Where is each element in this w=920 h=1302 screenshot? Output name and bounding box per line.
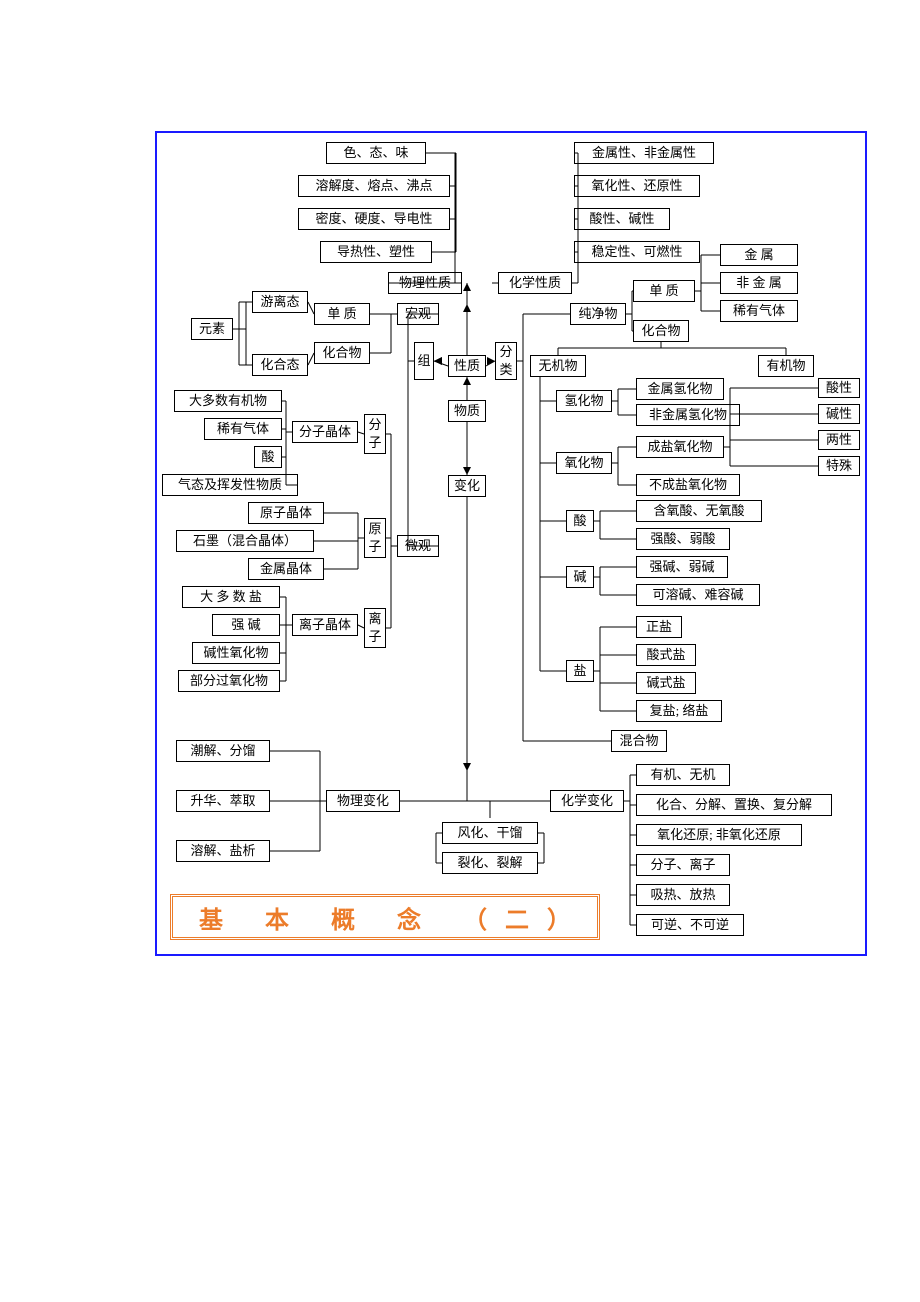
- fenzijt-0: 大多数有机物: [174, 390, 282, 412]
- physprop-head: 物理性质: [388, 272, 462, 294]
- hx-1: 化合、分解、置换、复分解: [636, 794, 832, 816]
- cys-1: 碱性: [818, 404, 860, 424]
- wulibh: 物理变化: [326, 790, 400, 812]
- mid-1: 裂化、裂解: [442, 852, 538, 874]
- yan: 盐: [566, 660, 594, 682]
- lizi: 离子: [364, 608, 386, 648]
- cys-0: 酸性: [818, 378, 860, 398]
- hx-3: 分子、离子: [636, 854, 730, 876]
- mid-0: 风化、干馏: [442, 822, 538, 844]
- fenzijt: 分子晶体: [292, 421, 358, 443]
- huaxuebh: 化学变化: [550, 790, 624, 812]
- suan-1: 强酸、弱酸: [636, 528, 730, 550]
- jian-1: 可溶碱、难容碱: [636, 584, 760, 606]
- danzhi2-1: 非 金 属: [720, 272, 798, 294]
- physprop-2: 密度、硬度、导电性: [298, 208, 450, 230]
- fenzijt-3: 气态及挥发性物质: [162, 474, 298, 496]
- yan-3: 复盐; 络盐: [636, 700, 722, 722]
- qinghuawu: 氢化物: [556, 390, 612, 412]
- suan-0: 含氧酸、无氧酸: [636, 500, 762, 522]
- chemprop-1: 氧化性、还原性: [574, 175, 700, 197]
- chemprop-3: 稳定性、可燃性: [574, 241, 700, 263]
- danzhi2: 单 质: [633, 280, 695, 302]
- lizijt: 离子晶体: [292, 614, 358, 636]
- fenlei: 分类: [495, 342, 517, 380]
- yhw-1: 不成盐氧化物: [636, 474, 740, 496]
- xingzhi: 性质: [448, 355, 486, 377]
- yanghuawu: 氧化物: [556, 452, 612, 474]
- wuli-2: 溶解、盐析: [176, 840, 270, 862]
- physprop-3: 导热性、塑性: [320, 241, 432, 263]
- yan-1: 酸式盐: [636, 644, 696, 666]
- chemprop-head: 化学性质: [498, 272, 572, 294]
- lizijt-3: 部分过氧化物: [178, 670, 280, 692]
- danzhi: 单 质: [314, 303, 370, 325]
- lizijt-0: 大 多 数 盐: [182, 586, 280, 608]
- fenzijt-1: 稀有气体: [204, 418, 282, 440]
- hongguan: 宏观: [397, 303, 439, 325]
- qhw-0: 金属氢化物: [636, 378, 724, 400]
- huahewu2: 化合物: [633, 320, 689, 342]
- cys-2: 两性: [818, 430, 860, 450]
- danzhi2-0: 金 属: [720, 244, 798, 266]
- hx-2: 氧化还原; 非氧化还原: [636, 824, 802, 846]
- wuli-0: 潮解、分馏: [176, 740, 270, 762]
- yhw-0: 成盐氧化物: [636, 436, 724, 458]
- lizijt-2: 碱性氧化物: [192, 642, 280, 664]
- jian-0: 强碱、弱碱: [636, 556, 728, 578]
- bianhua: 变化: [448, 475, 486, 497]
- wuji: 无机物: [530, 355, 586, 377]
- hunhewu: 混合物: [611, 730, 667, 752]
- danzhi2-2: 稀有气体: [720, 300, 798, 322]
- huahetai: 化合态: [252, 354, 308, 376]
- yuanzijt-1: 石墨（混合晶体）: [176, 530, 314, 552]
- chemprop-0: 金属性、非金属性: [574, 142, 714, 164]
- yan-2: 碱式盐: [636, 672, 696, 694]
- youlitai: 游离态: [252, 291, 308, 313]
- jian: 碱: [566, 566, 594, 588]
- suan: 酸: [566, 510, 594, 532]
- wuli-1: 升华、萃取: [176, 790, 270, 812]
- hx-4: 吸热、放热: [636, 884, 730, 906]
- youji: 有机物: [758, 355, 814, 377]
- wuzhi: 物质: [448, 400, 486, 422]
- qhw-1: 非金属氢化物: [636, 404, 740, 426]
- physprop-1: 溶解度、熔点、沸点: [298, 175, 450, 197]
- chemprop-2: 酸性、碱性: [574, 208, 670, 230]
- diagram-title: 基 本 概 念 （二）: [170, 894, 600, 940]
- yuanzijt-2: 金属晶体: [248, 558, 324, 580]
- hx-5: 可逆、不可逆: [636, 914, 744, 936]
- weiguan: 微观: [397, 535, 439, 557]
- lizijt-1: 强 碱: [212, 614, 280, 636]
- yuansu: 元素: [191, 318, 233, 340]
- huahewu: 化合物: [314, 342, 370, 364]
- chunjingwu: 纯净物: [570, 303, 626, 325]
- cys-3: 特殊: [818, 456, 860, 476]
- zu: 组: [414, 342, 434, 380]
- fenzijt-2: 酸: [254, 446, 282, 468]
- fenzi: 分子: [364, 414, 386, 454]
- physprop-0: 色、态、味: [326, 142, 426, 164]
- yuanzijt-0: 原子晶体: [248, 502, 324, 524]
- yuanzi: 原子: [364, 518, 386, 558]
- hx-0: 有机、无机: [636, 764, 730, 786]
- yan-0: 正盐: [636, 616, 682, 638]
